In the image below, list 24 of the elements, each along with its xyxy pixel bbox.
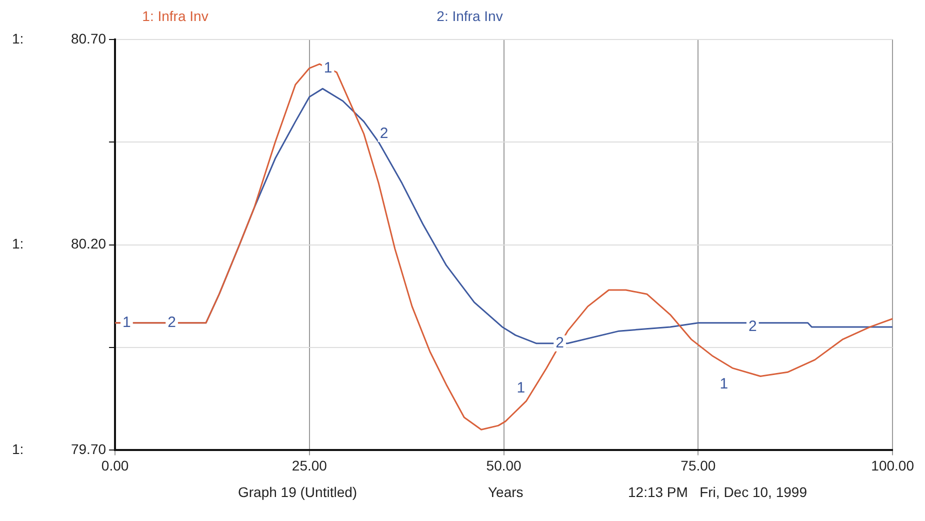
text: 12:13 PM Fri, Dec 10, 1999 bbox=[628, 484, 807, 500]
caption: Graph 19 (Untitled) bbox=[238, 484, 358, 500]
y-axis-title: 1: bbox=[12, 441, 24, 458]
x-tick-label: 25.00 bbox=[292, 457, 328, 474]
text: 1: bbox=[12, 30, 24, 46]
x-tick-label: 0.00 bbox=[101, 457, 129, 474]
x-tick-label: 50.00 bbox=[486, 457, 522, 474]
x-axis-title: Years bbox=[488, 484, 524, 500]
annotation: 2 bbox=[380, 125, 388, 142]
annotation: 1 bbox=[516, 380, 526, 397]
annotation: 1 bbox=[720, 376, 728, 393]
x-tick-label: 100.00 bbox=[871, 457, 914, 474]
text: 2: Infra Inv bbox=[436, 8, 503, 26]
y-tick-label: 80.70 bbox=[70, 30, 106, 46]
x-tick-label: 75.00 bbox=[680, 457, 716, 474]
text: 1: Infra Inv bbox=[142, 8, 208, 26]
y-tick-label: 79.70 bbox=[70, 441, 106, 458]
annotation: 2 bbox=[168, 314, 176, 331]
y-tick-label: 80.20 bbox=[70, 236, 106, 252]
text: 1: bbox=[12, 236, 24, 252]
annotation: 1 bbox=[122, 314, 131, 331]
annotation: 2 bbox=[556, 334, 564, 352]
annotation: 1 bbox=[324, 59, 332, 76]
annotation: 2 bbox=[748, 318, 757, 336]
